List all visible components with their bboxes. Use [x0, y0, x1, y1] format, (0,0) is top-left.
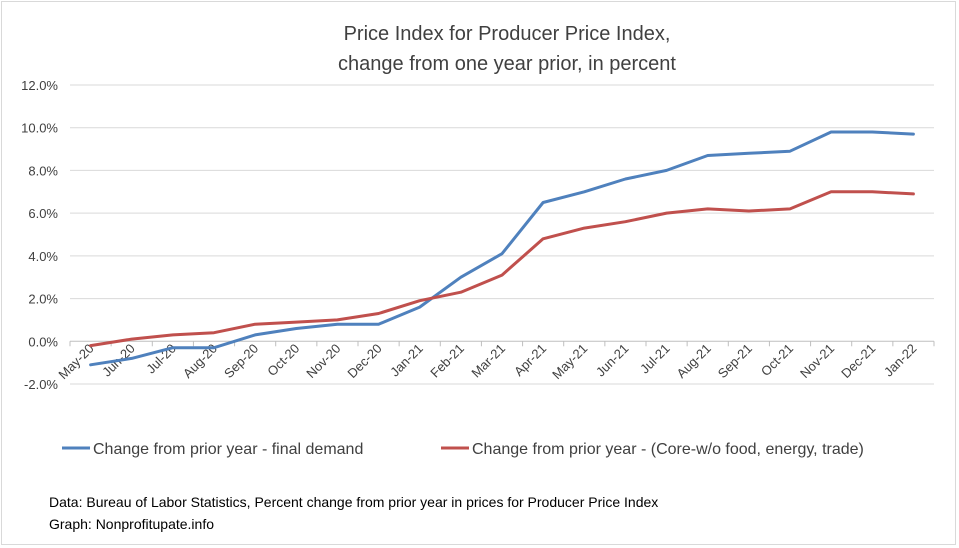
- x-tick-label: Sep-20: [221, 341, 261, 381]
- x-tick-label: Jul-21: [637, 341, 673, 377]
- x-tick-label: Sep-21: [715, 341, 755, 381]
- x-tick-label: Jul-20: [143, 341, 179, 377]
- series-line-core: [89, 190, 915, 348]
- legend-label-core: Change from prior year - (Core-w/o food,…: [472, 441, 864, 458]
- x-tick-label: Dec-20: [344, 341, 384, 381]
- y-tick-label: 10.0%: [21, 121, 58, 136]
- source-note: Data: Bureau of Labor Statistics, Percen…: [49, 494, 658, 510]
- gridlines: [70, 84, 934, 385]
- x-tick-label: Oct-21: [758, 341, 796, 379]
- y-tick-label: 12.0%: [21, 78, 58, 93]
- x-tick-label: Oct-20: [264, 341, 302, 379]
- chart-title-line-1: Price Index for Producer Price Index,: [344, 23, 671, 45]
- y-axis: -2.0% 0.0% 2.0% 4.0% 6.0% 8.0% 10.0% 12.0%: [21, 78, 58, 392]
- y-tick-label: 8.0%: [28, 163, 58, 178]
- x-tick-label: Mar-21: [468, 341, 508, 381]
- legend: Change from prior year - final demand Ch…: [62, 441, 864, 458]
- x-tick-label: Jan-21: [387, 341, 426, 380]
- x-tick-label: May-21: [549, 341, 590, 382]
- y-tick-label: 4.0%: [28, 249, 58, 264]
- x-tick-label: Jun-21: [593, 341, 632, 380]
- x-tick-label: Apr-21: [511, 341, 549, 379]
- y-tick-label: 2.0%: [28, 292, 58, 307]
- legend-label-final-demand: Change from prior year - final demand: [93, 441, 363, 458]
- chart-title-line-2: change from one year prior, in percent: [338, 53, 676, 75]
- x-tick-label: Nov-20: [303, 341, 343, 381]
- graph-credit: Graph: Nonprofitupate.info: [49, 516, 214, 532]
- x-tick-label: Nov-21: [797, 341, 837, 381]
- y-tick-label: 0.0%: [28, 334, 58, 349]
- x-tick-label: Dec-21: [838, 341, 878, 381]
- series-line-final-demand: [89, 130, 915, 367]
- x-tick-label: Feb-21: [427, 341, 467, 381]
- y-tick-label: 6.0%: [28, 206, 58, 221]
- x-tick-label: Aug-21: [674, 341, 714, 381]
- x-tick-label: Jan-22: [881, 341, 920, 380]
- series-lines: [89, 130, 915, 367]
- y-tick-label: -2.0%: [24, 377, 58, 392]
